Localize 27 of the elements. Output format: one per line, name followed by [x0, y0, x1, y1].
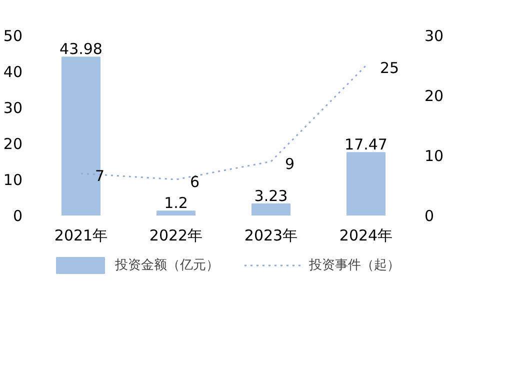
y-tick-label: 30 [3, 99, 23, 117]
data-label: 43.98 [60, 40, 102, 58]
data-label: 6 [190, 173, 200, 191]
y2-tick-label: 20 [424, 87, 444, 105]
data-label: 1.2 [164, 194, 188, 212]
data-label: 25 [380, 59, 400, 77]
x-tick-label: 2024年 [339, 226, 393, 244]
y2-tick-label: 10 [424, 147, 444, 165]
bar [346, 152, 386, 216]
legend-label: 投资金额（亿元） [114, 257, 219, 274]
y-tick-label: 20 [3, 135, 23, 153]
y-tick-label: 10 [3, 171, 23, 189]
x-tick-label: 2022年 [149, 226, 203, 244]
legend-label: 投资事件（起） [308, 257, 400, 274]
data-label: 7 [95, 167, 105, 185]
y2-tick-label: 0 [424, 207, 434, 225]
data-label: 3.23 [254, 186, 288, 205]
x-tick-label: 2021年 [54, 226, 108, 244]
bar [252, 203, 290, 216]
y-tick-label: 40 [3, 63, 23, 81]
y-tick-label: 50 [3, 27, 23, 45]
data-label: 17.47 [344, 136, 388, 154]
bar [156, 210, 196, 216]
x-tick-label: 2023年 [244, 226, 298, 244]
data-label: 9 [285, 155, 295, 173]
y2-tick-label: 30 [424, 27, 444, 45]
y-tick-label: 0 [12, 207, 23, 225]
